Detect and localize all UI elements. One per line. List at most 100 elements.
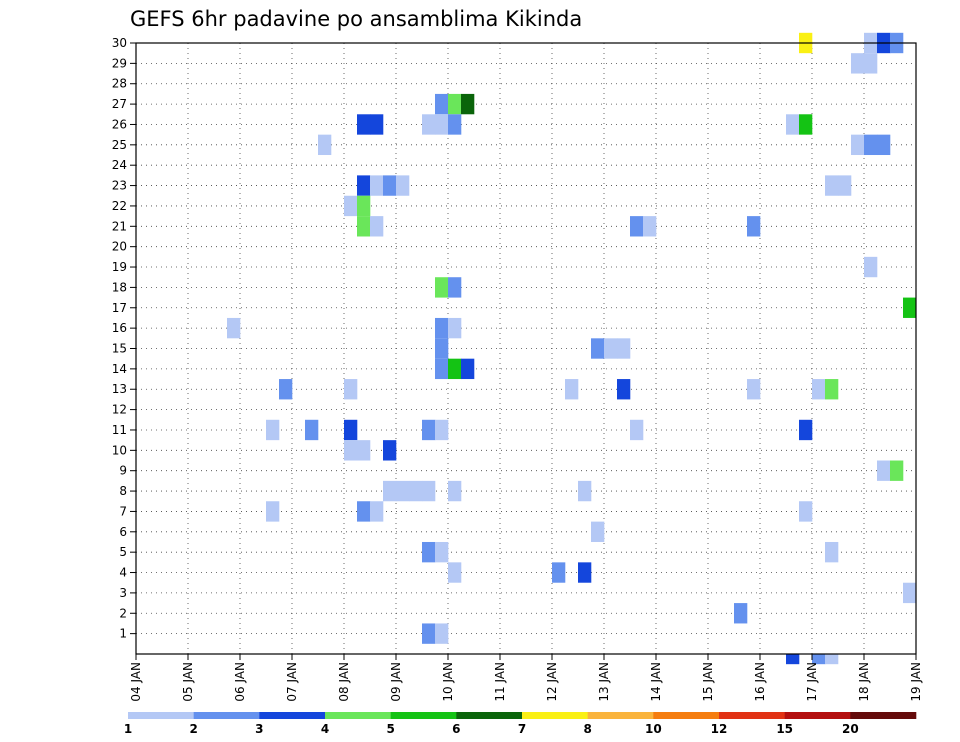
heatmap-cell xyxy=(799,114,813,135)
legend-tick-label: 15 xyxy=(776,722,793,736)
heatmap-cell xyxy=(617,379,631,400)
heatmap-cell xyxy=(422,114,436,135)
heatmap-cell xyxy=(552,562,566,583)
heatmap-cell xyxy=(799,501,813,522)
heatmap-cell xyxy=(461,358,475,380)
x-tick-label: 15 JAN xyxy=(701,662,715,702)
heatmap-cell xyxy=(903,297,917,318)
y-tick-label: 21 xyxy=(112,219,127,233)
y-tick-label: 10 xyxy=(112,443,127,457)
heatmap-cell xyxy=(357,216,371,237)
heatmap-cell xyxy=(604,338,618,359)
chart-title: GEFS 6hr padavine po ansamblima Kikinda xyxy=(130,7,582,31)
y-tick-label: 18 xyxy=(112,280,127,294)
y-tick-label: 8 xyxy=(119,484,127,498)
heatmap-cell xyxy=(747,379,761,400)
heatmap-cell xyxy=(812,654,826,665)
y-tick-label: 7 xyxy=(119,504,127,518)
legend-swatch xyxy=(522,712,588,719)
y-tick-label: 16 xyxy=(112,321,127,335)
x-tick-label: 07 JAN xyxy=(285,662,299,702)
y-axis-ticks: 1234567891011121314151617181920212223242… xyxy=(112,36,136,641)
heatmap-cell xyxy=(825,379,839,400)
heatmap-cell xyxy=(643,216,657,237)
legend-tick-label: 1 xyxy=(124,722,132,736)
heatmap-cell xyxy=(890,460,904,481)
heatmap-cell xyxy=(422,541,436,563)
legend-swatch xyxy=(456,712,523,719)
heatmap-cell xyxy=(734,603,748,624)
heatmap-cell xyxy=(435,114,449,135)
heatmap-cell xyxy=(448,93,462,115)
heatmap-cell xyxy=(851,53,865,74)
heatmap-cell xyxy=(370,501,384,522)
y-tick-label: 11 xyxy=(112,423,127,437)
y-tick-label: 15 xyxy=(112,342,127,356)
heatmap-cell xyxy=(565,379,579,400)
x-tick-label: 09 JAN xyxy=(389,662,403,702)
heatmap-cell xyxy=(903,582,917,604)
legend-swatch xyxy=(587,712,654,719)
heatmap-cell xyxy=(344,440,358,461)
heatmap-cell xyxy=(422,419,436,441)
heatmap-cell xyxy=(448,277,462,298)
heatmap-cell xyxy=(435,93,449,115)
heatmap-cell xyxy=(591,338,605,359)
heatmap-cell xyxy=(851,134,865,156)
heatmap-cell xyxy=(877,460,891,481)
y-tick-label: 22 xyxy=(112,199,127,213)
y-tick-label: 13 xyxy=(112,382,127,396)
y-tick-label: 14 xyxy=(112,362,127,376)
y-tick-label: 28 xyxy=(112,77,127,91)
y-tick-label: 4 xyxy=(119,566,127,580)
heatmap-cell xyxy=(435,541,449,563)
heatmap-cell xyxy=(435,623,449,644)
heatmap-cell xyxy=(435,419,449,441)
heatmap-cell xyxy=(357,440,371,461)
heatmap-cell xyxy=(422,480,436,502)
heatmap-cell xyxy=(747,216,761,237)
legend-swatch xyxy=(325,712,391,719)
heatmap-cell xyxy=(370,216,384,237)
y-tick-label: 1 xyxy=(119,627,127,641)
y-tick-label: 30 xyxy=(112,36,127,50)
legend-swatch xyxy=(653,712,720,719)
x-tick-label: 14 JAN xyxy=(649,662,663,702)
legend-tick-label: 7 xyxy=(518,722,526,736)
heatmap-cell xyxy=(318,134,332,156)
heatmap-cell xyxy=(422,623,436,644)
heatmap-cell xyxy=(578,480,592,502)
heatmap-cell xyxy=(448,480,462,502)
x-tick-label: 12 JAN xyxy=(545,662,559,702)
x-tick-label: 13 JAN xyxy=(597,662,611,702)
legend-tick-label: 8 xyxy=(583,722,591,736)
y-tick-label: 2 xyxy=(119,606,127,620)
heatmap-cell xyxy=(357,175,371,196)
heatmap-cell xyxy=(383,175,397,196)
heatmap-cell xyxy=(266,501,280,522)
legend-tick-label: 12 xyxy=(711,722,728,736)
heatmap-cell xyxy=(357,501,371,522)
heatmap-cell xyxy=(305,419,319,441)
heatmap-cell xyxy=(357,114,371,135)
y-tick-label: 19 xyxy=(112,260,127,274)
heatmap-cell xyxy=(578,562,592,583)
heatmap-cell xyxy=(617,338,631,359)
y-tick-label: 24 xyxy=(112,158,127,172)
x-tick-label: 16 JAN xyxy=(753,662,767,702)
legend-swatch xyxy=(193,712,260,719)
legend-swatch xyxy=(719,712,785,719)
heatmap-cell xyxy=(435,277,449,298)
legend-tick-label: 4 xyxy=(321,722,329,736)
legend-tick-label: 20 xyxy=(842,722,859,736)
y-tick-label: 9 xyxy=(119,464,127,478)
heatmap-cell xyxy=(344,379,358,400)
y-tick-label: 3 xyxy=(119,586,127,600)
heatmap-cell xyxy=(435,338,449,359)
heatmap-cell xyxy=(864,256,878,278)
y-tick-label: 12 xyxy=(112,403,127,417)
heatmap-cell xyxy=(448,114,462,135)
legend-tick-label: 5 xyxy=(386,722,394,736)
heatmap-cell xyxy=(448,562,462,583)
